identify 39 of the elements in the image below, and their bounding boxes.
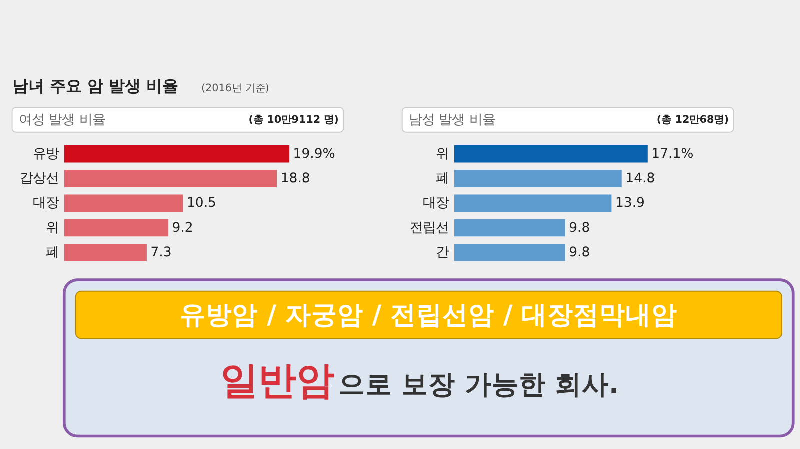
y-tick-label: 위 xyxy=(436,146,450,162)
bar xyxy=(454,170,622,188)
bar xyxy=(64,194,184,212)
text: 일반암 xyxy=(220,358,335,403)
y-tick-label: 전립선 xyxy=(410,220,450,236)
y-tick-label: 대장 xyxy=(423,196,450,212)
data-label: 10.5 xyxy=(186,196,216,212)
bar xyxy=(454,219,566,237)
y-tick-label: 폐 xyxy=(46,245,60,260)
text: 유방암 / 자궁암 / 전립선암 / 대장점막내암 xyxy=(180,300,678,331)
data-label: 18.8 xyxy=(280,172,310,187)
bar xyxy=(64,244,147,262)
text: 여성 발생 비율 xyxy=(18,112,106,128)
data-label: 9.2 xyxy=(172,220,194,236)
bar xyxy=(64,219,168,237)
y-tick-label: 유방 xyxy=(33,146,60,162)
y-tick-label: 위 xyxy=(46,220,60,236)
text: 남성 발생 비율 xyxy=(408,112,496,128)
data-label: 17.1% xyxy=(652,146,694,162)
data-label: 19.9% xyxy=(293,146,336,162)
chart-subtitle: (2016년 기준) xyxy=(201,82,270,95)
data-label: 9.8 xyxy=(569,220,590,236)
text: (총 10만9112 명) xyxy=(248,114,339,126)
data-label: 9.8 xyxy=(569,245,590,260)
data-label: 7.3 xyxy=(150,245,172,260)
y-tick-label: 갑상선 xyxy=(20,172,60,187)
bar xyxy=(454,244,566,262)
bar xyxy=(454,146,648,163)
text: (총 12만68명) xyxy=(656,114,729,126)
bar xyxy=(454,194,612,212)
bar xyxy=(64,146,290,163)
text: 으로 보장 가능한 회사. xyxy=(338,370,620,401)
chart-title: 남녀 주요 암 발생 비율 xyxy=(12,76,179,96)
y-tick-label: 대장 xyxy=(33,196,60,212)
bar xyxy=(64,170,278,188)
data-label: 14.8 xyxy=(626,172,656,187)
y-tick-label: 폐 xyxy=(436,172,450,187)
y-tick-label: 간 xyxy=(436,245,450,260)
data-label: 13.9 xyxy=(615,196,645,212)
